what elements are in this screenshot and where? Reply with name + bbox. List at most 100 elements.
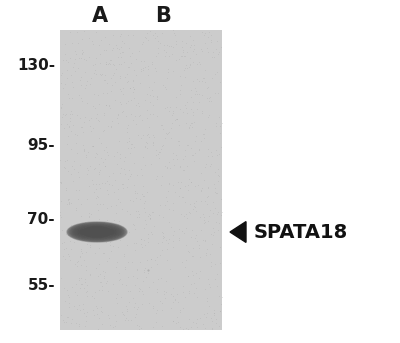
Point xyxy=(207,208,214,213)
Point xyxy=(204,193,211,199)
Point xyxy=(125,260,132,265)
Point xyxy=(131,305,138,310)
Point xyxy=(143,116,150,121)
Point xyxy=(78,201,84,206)
Point xyxy=(160,83,166,88)
Point xyxy=(171,30,178,36)
Point xyxy=(217,309,223,314)
Point xyxy=(209,325,215,330)
Point xyxy=(146,124,152,130)
Point xyxy=(108,88,114,94)
Point xyxy=(116,75,123,81)
Point xyxy=(73,140,79,146)
Point xyxy=(150,32,156,37)
Point xyxy=(177,106,184,111)
Point xyxy=(198,170,204,176)
Point xyxy=(200,132,207,137)
Point xyxy=(194,238,200,244)
Point xyxy=(212,190,218,195)
Point xyxy=(135,100,141,106)
Point xyxy=(87,164,94,169)
Point xyxy=(120,59,127,65)
Ellipse shape xyxy=(73,225,121,239)
Point xyxy=(186,62,193,67)
Point xyxy=(140,278,146,284)
Point xyxy=(60,86,66,91)
Point xyxy=(118,295,124,300)
Point xyxy=(215,91,221,96)
Point xyxy=(115,54,122,59)
Point xyxy=(74,29,80,35)
Point xyxy=(62,165,68,171)
Point xyxy=(120,108,126,114)
Point xyxy=(105,191,112,197)
Point xyxy=(157,40,164,46)
Point xyxy=(188,125,195,130)
Point xyxy=(192,51,199,56)
Point xyxy=(114,120,121,126)
Point xyxy=(191,203,197,209)
Point xyxy=(182,264,188,270)
Point xyxy=(166,180,172,186)
Point xyxy=(130,78,136,84)
Point xyxy=(84,100,90,106)
Point xyxy=(96,201,103,207)
Point xyxy=(111,217,118,223)
Point xyxy=(123,303,130,309)
Point xyxy=(124,306,130,311)
Point xyxy=(131,282,138,287)
Point xyxy=(107,57,114,62)
Point xyxy=(120,181,126,186)
Point xyxy=(95,118,102,123)
Point xyxy=(170,293,176,299)
Point xyxy=(82,276,88,282)
Point xyxy=(124,71,130,76)
Point xyxy=(181,75,188,80)
Point xyxy=(159,300,165,305)
Point xyxy=(79,50,85,56)
Point xyxy=(118,101,124,107)
Point xyxy=(154,289,160,295)
Point xyxy=(192,183,198,189)
Point xyxy=(179,44,185,49)
Point xyxy=(175,319,182,325)
Point xyxy=(202,79,208,85)
Point xyxy=(219,120,225,126)
Point xyxy=(140,269,147,275)
Point xyxy=(189,152,196,157)
Point xyxy=(78,247,84,252)
Point xyxy=(84,309,90,314)
Point xyxy=(88,115,95,121)
Point xyxy=(218,213,224,218)
Point xyxy=(205,276,211,282)
Point xyxy=(141,226,147,231)
Point xyxy=(148,256,154,262)
Point xyxy=(163,278,170,284)
Point xyxy=(77,307,83,313)
Point xyxy=(168,43,174,49)
Point xyxy=(186,249,192,255)
Point xyxy=(104,178,110,184)
Point xyxy=(65,133,72,139)
Point xyxy=(162,296,168,301)
Point xyxy=(194,295,200,300)
Point xyxy=(179,167,186,173)
Point xyxy=(200,238,206,243)
Point xyxy=(202,198,208,204)
Point xyxy=(201,219,208,224)
Point xyxy=(136,260,143,265)
Point xyxy=(95,228,101,233)
Point xyxy=(85,167,91,173)
Point xyxy=(91,154,98,160)
Point xyxy=(147,212,154,218)
Point xyxy=(187,210,193,215)
Point xyxy=(104,217,110,223)
Point xyxy=(58,227,65,233)
Point xyxy=(177,165,183,170)
Point xyxy=(67,56,73,61)
Point xyxy=(133,214,140,220)
Point xyxy=(115,197,121,202)
Point xyxy=(192,285,199,291)
Point xyxy=(148,229,154,235)
Point xyxy=(79,51,86,57)
